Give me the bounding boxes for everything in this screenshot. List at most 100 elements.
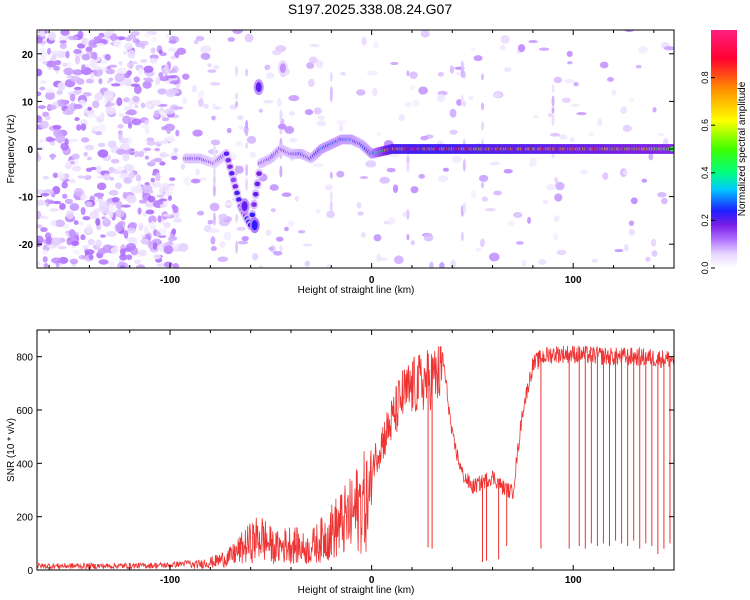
noise-blob xyxy=(70,76,81,83)
streak-blob xyxy=(235,92,239,100)
noise-blob xyxy=(122,191,128,200)
noise-blob xyxy=(306,62,315,69)
noise-blob xyxy=(287,220,294,227)
noise-blob xyxy=(172,263,180,268)
noise-blob xyxy=(40,227,48,233)
noise-blob xyxy=(277,123,287,130)
noise-blob xyxy=(361,232,366,238)
noise-blob xyxy=(143,147,152,152)
noise-blob xyxy=(62,109,74,116)
noise-blob xyxy=(39,120,49,129)
noise-blob xyxy=(275,236,284,242)
noise-blob xyxy=(418,86,428,95)
noise-blob xyxy=(651,250,658,257)
noise-blob xyxy=(57,82,64,89)
noise-blob xyxy=(269,184,279,191)
bottom-y-axis: 0 200 400 600 800 xyxy=(16,353,674,577)
noise-blob xyxy=(84,201,93,208)
noise-blob xyxy=(312,163,324,168)
noise-blob xyxy=(40,193,50,197)
ridge-core xyxy=(232,184,239,189)
noise-blob xyxy=(620,106,627,115)
noise-blob xyxy=(77,30,84,39)
noise-blob xyxy=(69,93,76,102)
noise-blob xyxy=(116,67,127,75)
noise-blob xyxy=(89,59,98,68)
noise-blob xyxy=(473,55,483,62)
noise-blob xyxy=(71,165,82,172)
noise-blob xyxy=(108,261,116,268)
noise-blob xyxy=(37,235,44,244)
noise-blob xyxy=(50,219,57,227)
top-x-axis-label: Height of straight line (km) xyxy=(298,285,415,296)
streak-blob xyxy=(480,102,484,111)
noise-blob xyxy=(105,102,115,107)
noise-blob xyxy=(650,238,657,247)
noise-blob xyxy=(484,208,496,212)
noise-blob xyxy=(128,171,135,179)
noise-blob xyxy=(153,254,162,260)
noise-blob xyxy=(158,72,164,78)
noise-blob xyxy=(538,47,550,51)
noise-blob xyxy=(69,258,79,265)
noise-blob xyxy=(478,174,489,182)
noise-blob xyxy=(98,259,109,265)
noise-blob xyxy=(573,81,579,87)
streak-blob xyxy=(462,158,466,172)
noise-blob xyxy=(223,231,232,241)
noise-blob xyxy=(106,230,117,238)
streak-blob xyxy=(212,167,216,176)
noise-blob xyxy=(176,47,187,55)
noise-blob xyxy=(629,98,635,103)
top-x-axis: -100 0 100 xyxy=(48,30,655,286)
noise-blob xyxy=(171,204,177,210)
noise-blob xyxy=(121,204,132,208)
noise-blob xyxy=(71,153,80,160)
noise-blob xyxy=(553,76,563,84)
ridge-core xyxy=(223,151,230,157)
noise-blob xyxy=(137,207,142,215)
noise-blob xyxy=(52,200,62,205)
noise-blob xyxy=(124,42,133,51)
noise-blob xyxy=(96,165,102,175)
streak-blob xyxy=(329,190,333,202)
noise-blob xyxy=(207,219,214,225)
noise-blob xyxy=(42,256,48,263)
streak-blob xyxy=(551,84,555,93)
noise-blob xyxy=(198,90,205,99)
noise-blob xyxy=(110,158,120,164)
noise-blob xyxy=(114,72,126,82)
noise-blob xyxy=(118,131,123,141)
noise-blob xyxy=(61,62,68,67)
noise-blob xyxy=(94,92,104,101)
noise-blob xyxy=(68,138,78,143)
noise-blob xyxy=(68,229,76,238)
noise-blob xyxy=(317,115,326,121)
streak-blob xyxy=(245,142,249,149)
streak-blob xyxy=(462,202,466,210)
noise-blob xyxy=(100,112,105,121)
noise-blob xyxy=(542,199,549,204)
noise-blob xyxy=(493,190,502,196)
noise-blob xyxy=(152,242,158,250)
noise-blob xyxy=(80,196,86,201)
noise-blob xyxy=(252,252,259,261)
noise-blob xyxy=(42,249,48,256)
noise-blob xyxy=(116,165,123,172)
noise-blob xyxy=(602,172,609,180)
noise-blob xyxy=(59,202,66,211)
noise-blob xyxy=(277,98,282,107)
colorbar-tick-label: 0.0 xyxy=(700,262,710,275)
noise-blob xyxy=(456,99,463,106)
noise-blob xyxy=(56,99,67,107)
noise-blob xyxy=(366,70,378,76)
noise-blob xyxy=(164,108,175,115)
noise-blob xyxy=(503,169,513,174)
noise-blob xyxy=(538,259,547,265)
streak-blob xyxy=(406,70,410,77)
noise-blob xyxy=(50,50,61,55)
bottom-x-axis: -100 0 100 xyxy=(48,330,655,586)
noise-blob xyxy=(210,236,216,245)
noise-blob xyxy=(57,171,65,179)
noise-blob xyxy=(61,181,68,189)
